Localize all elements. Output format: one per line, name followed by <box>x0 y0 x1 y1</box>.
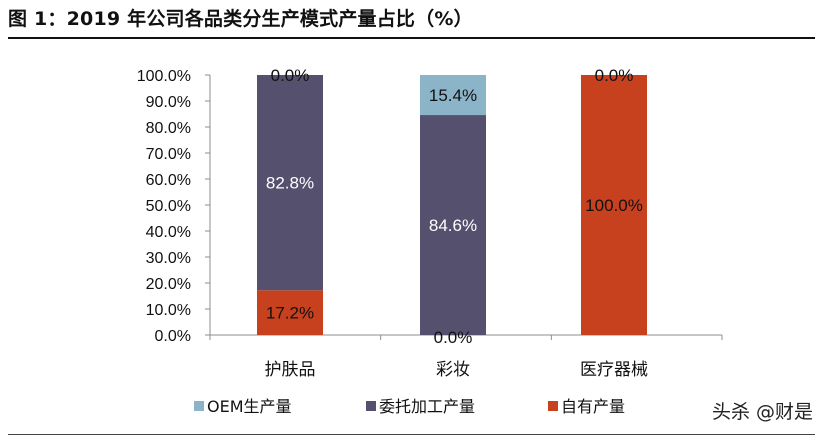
watermark-text: 头杀 @财是 <box>711 401 813 423</box>
data-label: 0.0% <box>595 66 634 85</box>
y-tick-label: 100.0% <box>137 68 191 85</box>
data-label: 0.0% <box>434 328 473 347</box>
legend-swatch <box>548 401 558 411</box>
bar-segment <box>420 115 486 335</box>
legend-label: 自有产量 <box>561 397 625 416</box>
data-label: 15.4% <box>429 86 477 105</box>
legend-swatch <box>366 401 376 411</box>
y-tick-label: 80.0% <box>146 120 191 137</box>
bar-segment <box>257 75 323 291</box>
data-label: 100.0% <box>585 196 643 215</box>
bar-segment <box>257 290 323 335</box>
data-label: 84.6% <box>429 216 477 235</box>
bar-segment <box>581 75 647 335</box>
y-tick-label: 0.0% <box>155 328 191 345</box>
data-label: 82.8% <box>266 174 314 193</box>
y-tick-label: 20.0% <box>146 276 191 293</box>
legend-label: OEM生产量 <box>207 397 292 416</box>
y-tick-label: 60.0% <box>146 172 191 189</box>
y-tick-label: 30.0% <box>146 250 191 267</box>
bottom-divider <box>8 434 815 435</box>
y-tick-label: 10.0% <box>146 302 191 319</box>
x-category-label: 医疗器械 <box>580 360 648 380</box>
y-tick-label: 70.0% <box>146 146 191 163</box>
x-category-label: 彩妆 <box>436 360 470 380</box>
data-label: 0.0% <box>271 66 310 85</box>
title-divider <box>8 37 815 39</box>
legend-label: 委托加工产量 <box>379 397 475 416</box>
y-tick-label: 40.0% <box>146 224 191 241</box>
figure-title: 图 1：2019 年公司各品类分生产模式产量占比（%） <box>8 8 473 30</box>
bar-segment <box>420 75 486 116</box>
y-tick-label: 50.0% <box>146 198 191 215</box>
legend-swatch <box>194 401 204 411</box>
y-tick-label: 90.0% <box>146 94 191 111</box>
data-label: 17.2% <box>266 304 314 323</box>
x-category-label: 护肤品 <box>265 360 316 380</box>
